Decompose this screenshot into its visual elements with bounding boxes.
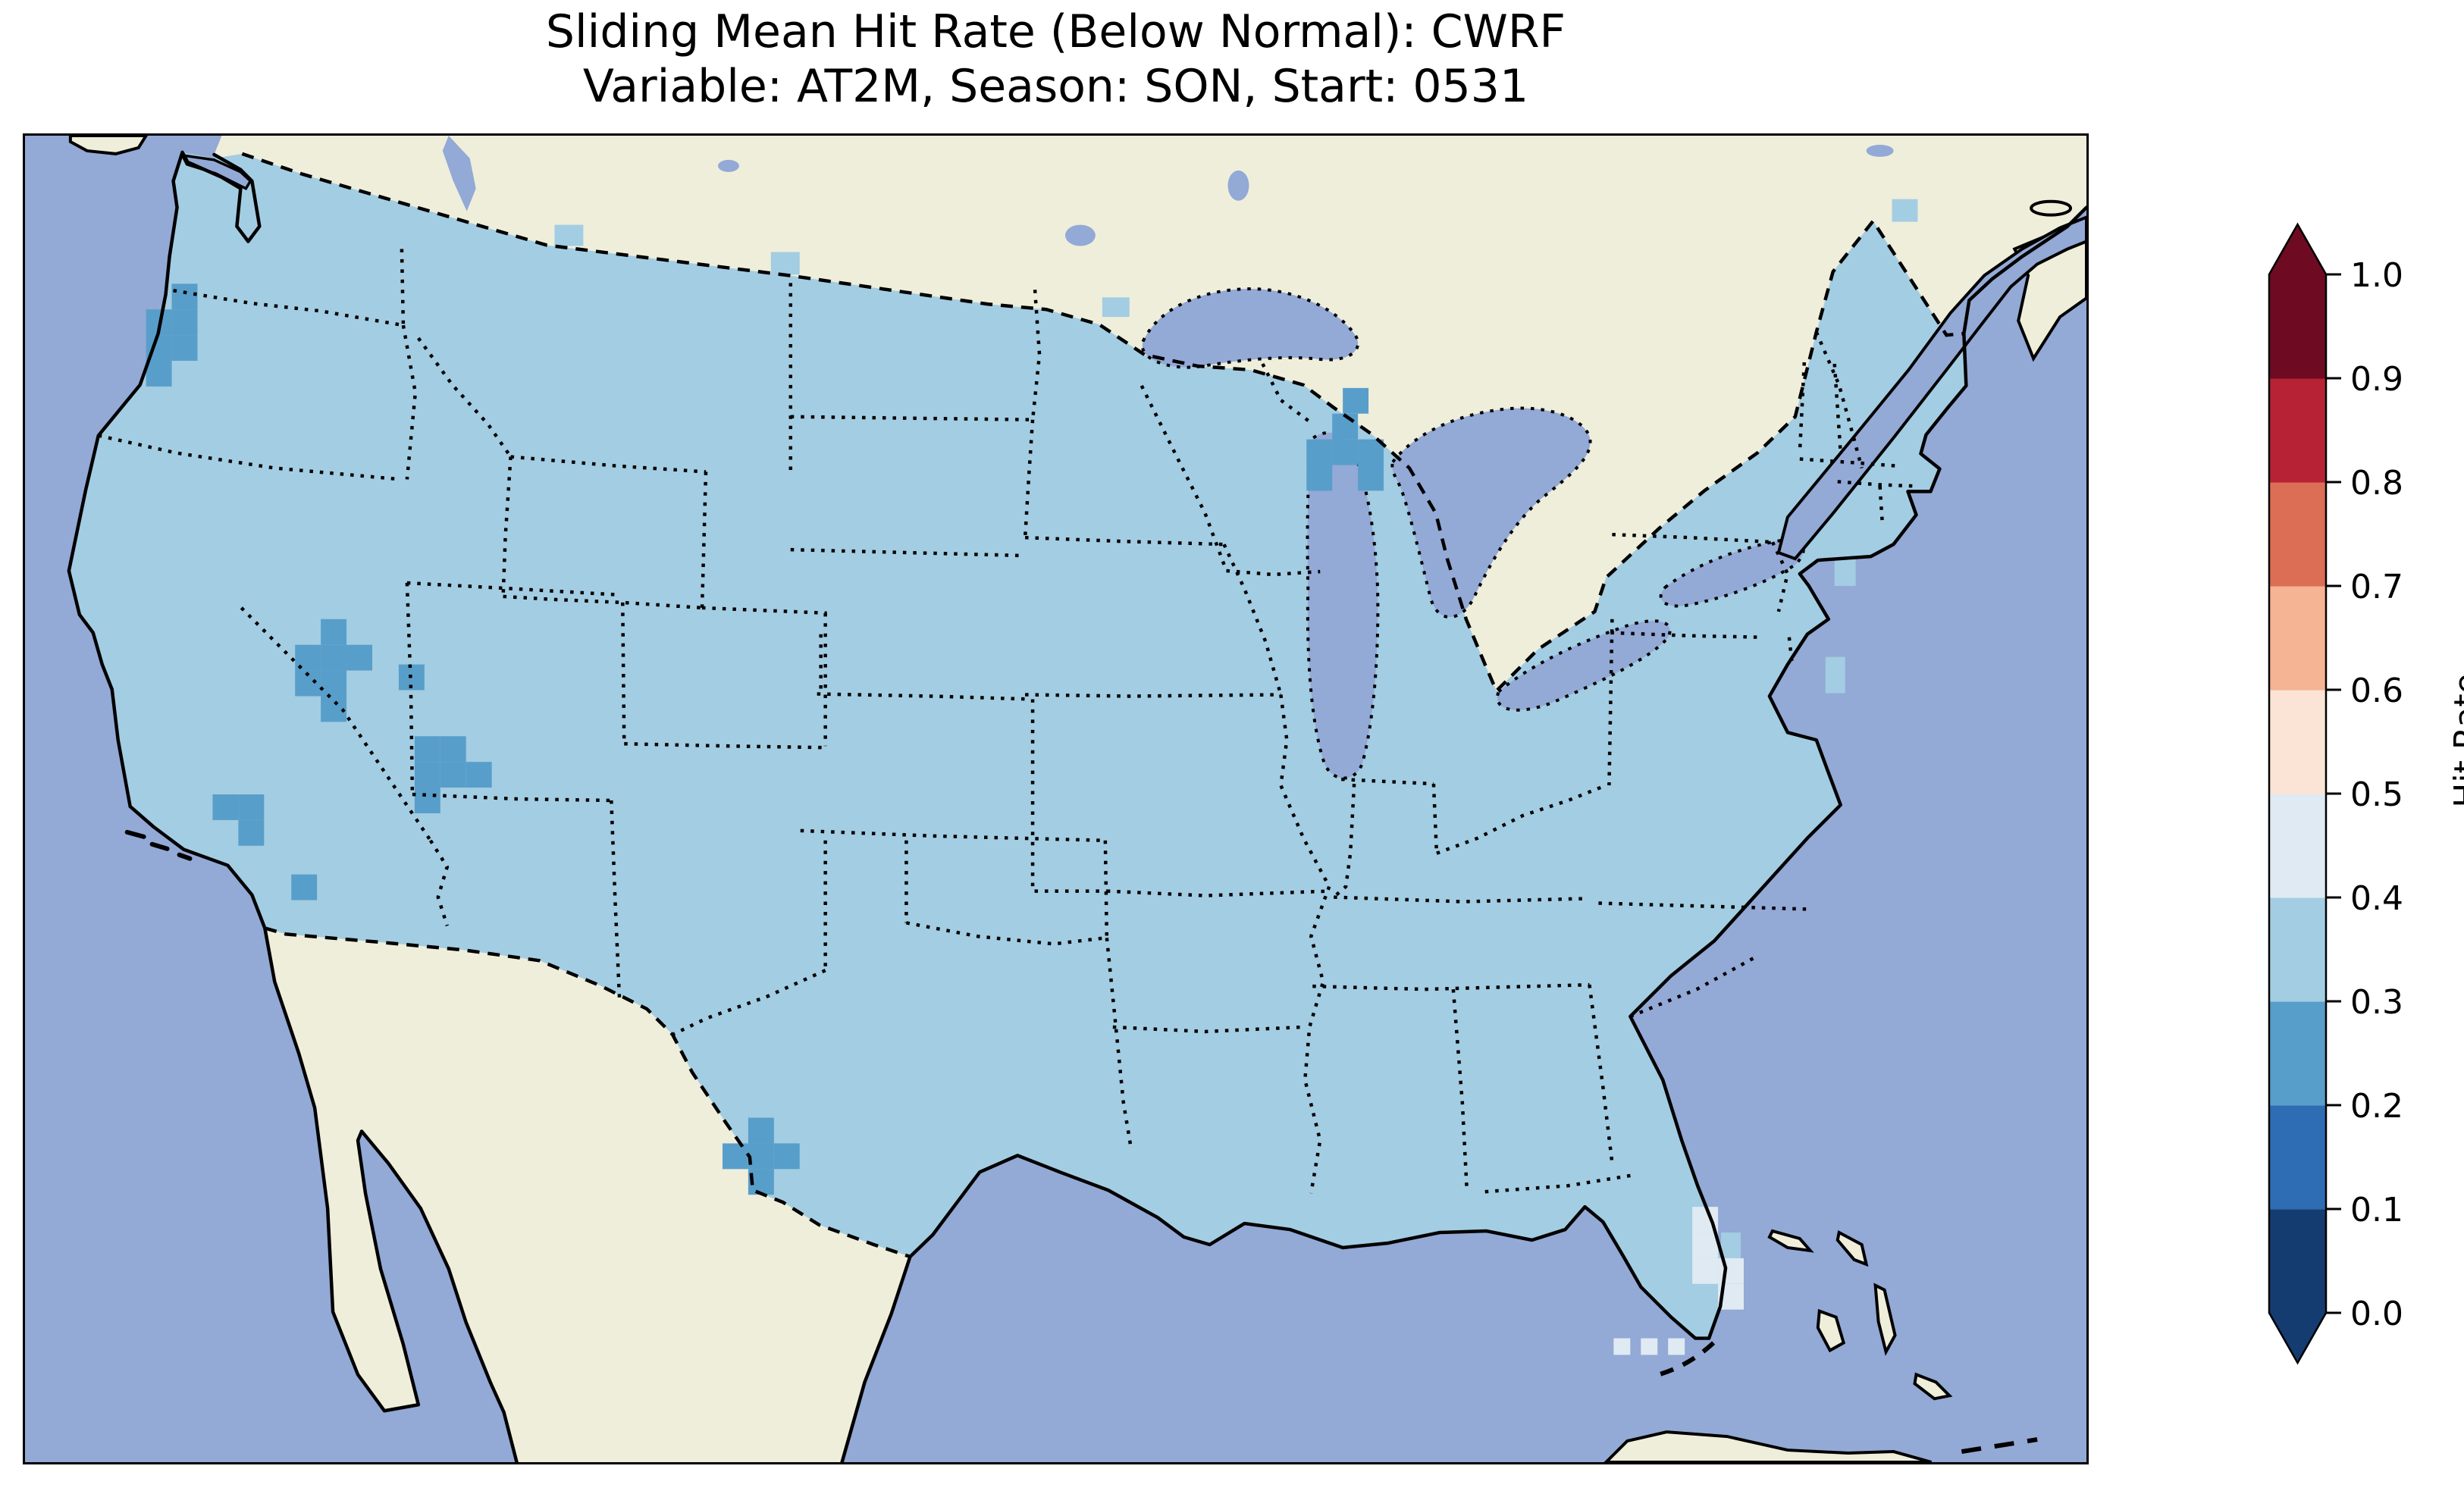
colorbar-tick-label: 0.7 bbox=[2350, 568, 2403, 606]
map-frame bbox=[23, 133, 2089, 1464]
patch-michigan-small-cell bbox=[1343, 387, 1369, 414]
colorbar-axis-label: Hit Rate bbox=[2447, 673, 2464, 808]
patch-southeast-florida bbox=[1692, 1258, 1719, 1284]
colorbar-extend-upper bbox=[2269, 224, 2326, 274]
patch-southern-utah bbox=[414, 762, 440, 788]
colorbar-tick-label: 0.4 bbox=[2350, 879, 2403, 918]
colorbar-segment bbox=[2269, 1001, 2326, 1106]
florida-keys bbox=[1658, 1341, 1716, 1377]
colorbar-segment bbox=[2269, 897, 2326, 1002]
patch-southeast-florida bbox=[1718, 1258, 1744, 1284]
st-lawrence-river bbox=[1776, 215, 2086, 561]
colorbar-tick-label: 0.1 bbox=[2350, 1191, 2403, 1229]
colorbar-segment bbox=[2269, 1209, 2326, 1314]
prince-edward-island bbox=[2030, 199, 2073, 217]
vancouver-island bbox=[68, 136, 149, 155]
patch-northern-michigan bbox=[1332, 439, 1359, 465]
florida-keys-offshore bbox=[1641, 1338, 1658, 1355]
patch-southern-nevada bbox=[238, 819, 265, 846]
colorbar-tick-label: 0.5 bbox=[2350, 775, 2403, 814]
patch-southern-nevada bbox=[238, 794, 265, 820]
patch-rio-grande-texas bbox=[773, 1143, 800, 1170]
patch-rio-grande-texas bbox=[748, 1117, 774, 1144]
field-edge-overhang bbox=[554, 224, 584, 246]
coastlines bbox=[67, 150, 2086, 1462]
colorbar: 0.0 0.1 0.2 0.3 0.4 0.5 0.6 0.7 0.8 0.9 1.0 bbox=[2268, 222, 2403, 1365]
patch-northern-michigan bbox=[1332, 413, 1359, 440]
colorbar-segment bbox=[2269, 586, 2326, 691]
colorbar-segment bbox=[2269, 794, 2326, 898]
patch-northern-michigan bbox=[1358, 465, 1384, 491]
field-edge-overhang bbox=[1892, 199, 1918, 222]
figure-title: Sliding Mean Hit Rate (Below Normal): CW… bbox=[23, 5, 2089, 114]
lake-michigan bbox=[1306, 431, 1380, 780]
state-borders bbox=[98, 249, 1918, 1194]
florida-keys-offshore bbox=[1668, 1338, 1685, 1355]
strait-juan-de-fuca bbox=[180, 153, 252, 191]
us-canada-border bbox=[241, 152, 1964, 694]
patch-mojave-cell bbox=[291, 874, 318, 900]
colorbar-tick-label: 0.3 bbox=[2350, 983, 2403, 1022]
canada-lakes bbox=[442, 136, 1894, 246]
bahamas-islands bbox=[1767, 1229, 1953, 1401]
patch-southeast-florida bbox=[1692, 1232, 1719, 1258]
patch-oregon-coast bbox=[171, 309, 198, 336]
us-mexico-border bbox=[264, 926, 911, 1259]
colorbar-tick-label: 0.6 bbox=[2350, 672, 2403, 710]
lake-erie bbox=[1496, 619, 1672, 712]
conus-map bbox=[25, 136, 2086, 1462]
field-edge-overhang bbox=[1102, 297, 1130, 318]
patch-western-nevada bbox=[346, 644, 372, 671]
figure-title-line1: Sliding Mean Hit Rate (Below Normal): CW… bbox=[545, 5, 1566, 58]
national-borders bbox=[241, 152, 1964, 1259]
figure-title-line2: Variable: AT2M, Season: SON, Start: 0531 bbox=[582, 60, 1529, 113]
patch-southern-utah bbox=[440, 762, 466, 788]
colorbar-segment bbox=[2269, 1105, 2326, 1210]
colorbar-tick-label: 0.0 bbox=[2350, 1295, 2403, 1333]
florida-keys-offshore bbox=[1613, 1338, 1631, 1355]
antilles-fragments bbox=[1961, 1437, 2038, 1455]
patch-southern-utah bbox=[414, 788, 440, 813]
colorbar-segment bbox=[2269, 690, 2326, 794]
patch-northern-michigan bbox=[1306, 465, 1333, 491]
lake-ontario bbox=[1659, 538, 1805, 608]
great-lakes bbox=[1140, 287, 1805, 780]
patch-oregon-coast bbox=[171, 335, 198, 361]
field-edge-overhang bbox=[770, 252, 800, 275]
patch-northern-michigan bbox=[1306, 439, 1333, 465]
patch-western-nevada bbox=[321, 670, 347, 697]
patch-western-nevada bbox=[321, 619, 347, 645]
patch-western-nevada bbox=[321, 644, 347, 671]
colorbar-segment bbox=[2269, 274, 2326, 379]
colorbar-tick-label: 0.9 bbox=[2350, 360, 2403, 399]
field-edge-overhang bbox=[1834, 559, 1856, 586]
colorbar-tick-label: 0.8 bbox=[2350, 464, 2403, 503]
channel-islands bbox=[124, 829, 193, 861]
patch-southern-utah bbox=[440, 736, 466, 763]
colorbar-extend-lower bbox=[2269, 1313, 2326, 1363]
patch-southern-utah bbox=[414, 736, 440, 763]
colorbar-segment bbox=[2269, 378, 2326, 483]
lake-huron bbox=[1390, 406, 1592, 619]
patch-northern-michigan bbox=[1358, 439, 1384, 465]
colorbar-tick-label: 0.2 bbox=[2350, 1087, 2403, 1126]
patch-oregon-coast bbox=[171, 283, 198, 310]
lake-superior bbox=[1140, 287, 1360, 369]
patch-oregon-coast bbox=[146, 360, 172, 387]
hit-rate-patch-layer bbox=[146, 199, 1918, 1355]
patch-rio-grande-texas bbox=[722, 1143, 748, 1170]
colorbar-tick-label: 1.0 bbox=[2350, 256, 2403, 295]
colorbar-segment bbox=[2269, 482, 2326, 587]
us-hit-rate-field bbox=[68, 152, 1967, 1339]
patch-southern-nevada bbox=[212, 794, 239, 820]
patch-rio-grande-texas bbox=[748, 1143, 774, 1170]
patch-southern-utah bbox=[466, 762, 492, 788]
cuba bbox=[1603, 1430, 1932, 1462]
field-edge-overhang bbox=[1825, 656, 1845, 694]
